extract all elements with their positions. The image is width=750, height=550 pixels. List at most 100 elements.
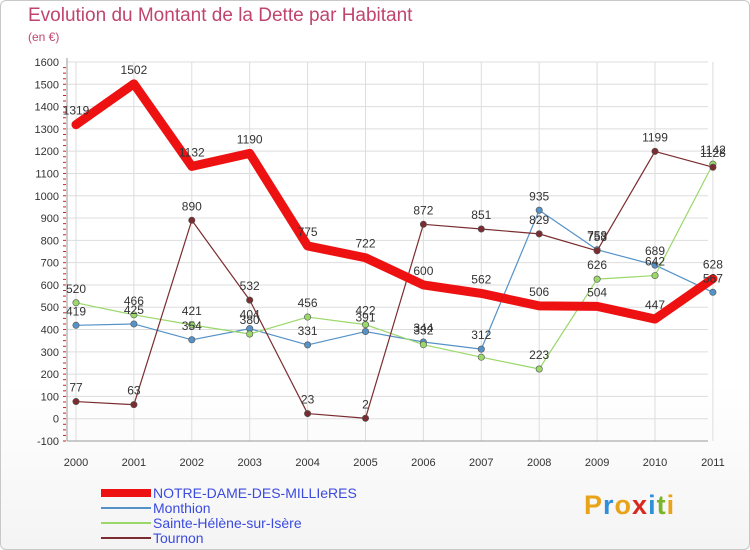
data-label: 567 xyxy=(703,271,723,285)
data-label: 775 xyxy=(298,225,318,239)
data-point xyxy=(361,328,369,336)
data-point xyxy=(535,206,543,214)
x-tick-label: 2004 xyxy=(295,457,319,469)
data-point xyxy=(72,299,80,307)
data-point xyxy=(709,163,717,171)
logo-letter: r xyxy=(603,490,615,520)
series-line xyxy=(71,79,718,324)
logo-letter: i xyxy=(648,490,657,520)
y-tick-label: 0 xyxy=(53,414,59,426)
y-tick-label: 600 xyxy=(41,280,59,292)
data-label: 626 xyxy=(587,258,607,272)
proxiti-logo: Proxiti xyxy=(584,490,675,521)
data-point xyxy=(477,353,485,361)
legend-label-sainte-helene: Sainte-Hélène-sur-Isère xyxy=(153,515,302,531)
x-tick-label: 2010 xyxy=(643,457,667,469)
logo-letter: P xyxy=(584,490,604,520)
data-point xyxy=(72,321,80,329)
logo-letter: i xyxy=(666,490,676,520)
data-label: 331 xyxy=(298,324,318,338)
chart-subtitle: (en €) xyxy=(28,30,60,44)
legend-label-tournon: Tournon xyxy=(153,530,204,546)
data-point xyxy=(130,311,138,319)
y-tick-label: 500 xyxy=(41,302,59,314)
series-line xyxy=(75,163,714,370)
x-tick-label: 2006 xyxy=(411,457,435,469)
legend-label-notre-dame: NOTRE-DAME-DES-MILLIeRES xyxy=(153,485,357,501)
data-point xyxy=(246,330,254,338)
data-label: 504 xyxy=(587,285,607,299)
data-point xyxy=(130,401,138,409)
data-label: 63 xyxy=(127,384,141,398)
x-tick-label: 2008 xyxy=(527,457,551,469)
y-tick-label: 1000 xyxy=(35,191,59,203)
data-point xyxy=(188,336,196,344)
data-point xyxy=(593,247,601,255)
data-point xyxy=(535,365,543,373)
data-point xyxy=(477,345,485,353)
data-label: 520 xyxy=(66,282,86,296)
data-label: 1142 xyxy=(700,143,726,157)
legend-swatch-notre-dame xyxy=(101,489,151,497)
y-tick-label: 1200 xyxy=(35,146,59,158)
data-label: 1128 xyxy=(700,146,726,160)
data-label: 722 xyxy=(355,237,375,251)
data-point xyxy=(651,147,659,155)
data-label: 1319 xyxy=(63,104,90,118)
legend-swatch-sainte-helene xyxy=(101,522,151,524)
data-label: 223 xyxy=(529,348,549,362)
y-tick-label: 1300 xyxy=(35,124,59,136)
data-label: 562 xyxy=(471,272,491,286)
data-label: 758 xyxy=(587,229,607,243)
data-point xyxy=(651,261,659,269)
data-label: 506 xyxy=(529,285,549,299)
data-label: 404 xyxy=(240,308,260,322)
y-tick-label: 100 xyxy=(41,391,59,403)
data-point xyxy=(72,398,80,406)
x-tick-label: 2001 xyxy=(122,457,146,469)
data-label: 532 xyxy=(240,279,260,293)
data-label: 600 xyxy=(413,264,433,278)
data-label: 380 xyxy=(240,313,260,327)
x-tick-label: 2007 xyxy=(469,457,493,469)
data-point xyxy=(361,321,369,329)
data-point xyxy=(130,320,138,328)
data-label: 456 xyxy=(298,296,318,310)
data-label: 872 xyxy=(413,203,433,217)
data-label: 421 xyxy=(182,304,202,318)
data-point xyxy=(651,272,659,280)
logo-letter: x xyxy=(632,490,649,520)
y-tick-label: 1100 xyxy=(35,168,59,180)
data-label: 77 xyxy=(69,381,83,395)
data-point xyxy=(535,230,543,238)
data-point xyxy=(188,321,196,329)
legend-label-monthion: Monthion xyxy=(153,500,211,516)
y-tick-label: 300 xyxy=(41,347,59,359)
data-label: 1199 xyxy=(642,130,668,144)
data-label: 1502 xyxy=(121,63,148,77)
data-label: 689 xyxy=(645,244,665,258)
data-label: 23 xyxy=(301,393,315,407)
x-tick-label: 2000 xyxy=(64,457,88,469)
y-tick-label: 800 xyxy=(41,235,59,247)
y-tick-label: 1600 xyxy=(35,57,59,69)
data-label: 466 xyxy=(124,294,144,308)
chart-title: Evolution du Montant de la Dette par Hab… xyxy=(28,5,413,26)
data-label: 391 xyxy=(355,311,375,325)
data-label: 753 xyxy=(587,230,607,244)
data-point xyxy=(246,296,254,304)
data-point xyxy=(304,313,312,321)
data-label: 425 xyxy=(124,303,144,317)
data-label: 935 xyxy=(529,189,549,203)
data-point xyxy=(304,410,312,418)
data-label: 642 xyxy=(645,255,665,269)
series-line xyxy=(75,150,714,419)
data-point xyxy=(709,288,717,296)
x-tick-label: 2009 xyxy=(585,457,609,469)
data-point xyxy=(593,275,601,283)
x-tick-label: 2002 xyxy=(180,457,204,469)
data-label: 851 xyxy=(471,208,491,222)
data-point xyxy=(419,220,427,228)
